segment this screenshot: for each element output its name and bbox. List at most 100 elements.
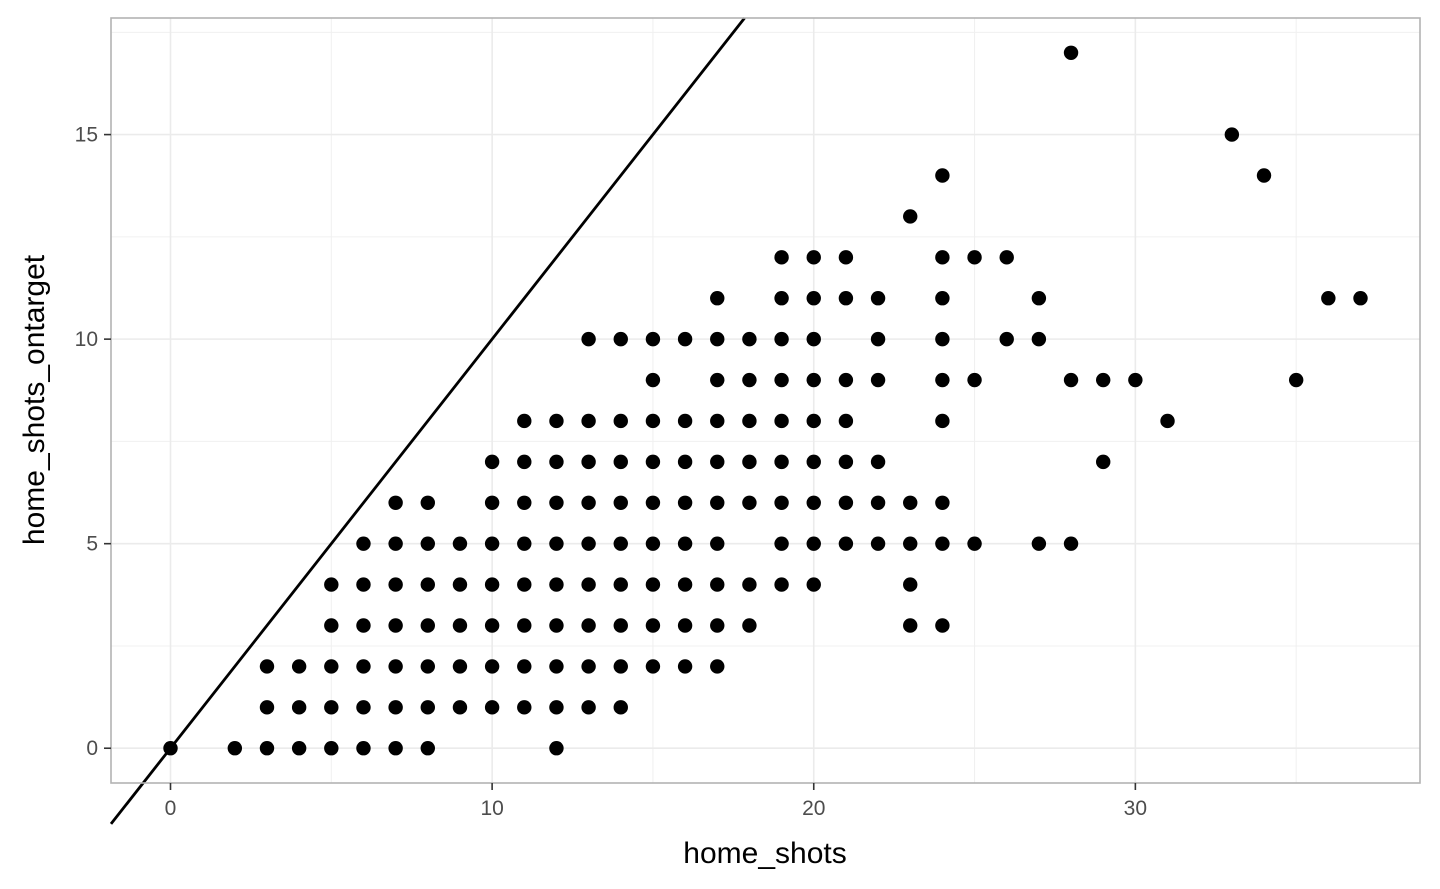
data-point [838, 250, 854, 265]
data-point [935, 291, 950, 306]
data-point [838, 495, 854, 510]
data-point [838, 413, 854, 429]
x-tick-label: 20 [802, 797, 825, 820]
data-point [613, 577, 628, 592]
data-point [774, 331, 789, 347]
grid-lines [111, 18, 1420, 783]
panel-border [110, 17, 1421, 784]
data-point [1288, 372, 1304, 388]
data-point [324, 618, 339, 633]
data-point [806, 372, 821, 388]
data-point [967, 250, 982, 265]
data-point [613, 618, 628, 633]
data-point [677, 413, 693, 429]
data-point [1353, 291, 1368, 306]
data-point [356, 618, 371, 633]
data-point [388, 536, 403, 551]
data-point [581, 618, 596, 633]
data-point [517, 495, 532, 510]
data-point [581, 659, 596, 674]
data-point [742, 413, 757, 429]
y-tick-label: 0 [86, 737, 98, 760]
data-point [838, 291, 854, 306]
data-point [806, 577, 821, 592]
data-point [227, 741, 243, 756]
data-point [967, 372, 982, 388]
data-point [870, 291, 886, 306]
data-point [806, 536, 821, 551]
data-point [903, 495, 918, 510]
data-point [710, 291, 725, 306]
data-point [645, 495, 661, 510]
data-point [613, 700, 628, 715]
data-point [613, 413, 628, 429]
data-point [774, 495, 789, 510]
data-point [613, 536, 628, 551]
x-tick-label: 0 [165, 797, 177, 820]
data-point [870, 372, 886, 388]
y-tick-label: 15 [75, 124, 98, 147]
data-point [388, 495, 403, 510]
data-point [677, 331, 693, 347]
data-point [517, 659, 532, 674]
data-point [420, 618, 435, 633]
data-point [806, 454, 821, 470]
data-point [517, 577, 532, 592]
data-point [1063, 45, 1079, 60]
data-point [1031, 331, 1047, 347]
data-point [935, 372, 950, 388]
data-point [935, 618, 950, 633]
data-point [774, 454, 789, 470]
data-point [388, 577, 403, 592]
data-point [388, 741, 403, 756]
data-point [742, 577, 757, 592]
data-point [291, 741, 307, 756]
data-point [452, 700, 468, 715]
data-point [1096, 372, 1111, 388]
axis-ticks: 0 10 20 30 0 5 10 15 [75, 124, 1147, 820]
data-point [838, 372, 854, 388]
data-point [742, 618, 757, 633]
data-point [324, 659, 339, 674]
data-point [903, 209, 918, 224]
data-point [645, 413, 661, 429]
reference-line [109, 17, 746, 825]
data-point [710, 454, 725, 470]
data-point [452, 536, 468, 551]
data-point [870, 454, 886, 470]
data-point [1063, 372, 1079, 388]
y-tick-label: 5 [86, 533, 98, 556]
data-point [645, 454, 661, 470]
data-point [806, 495, 821, 510]
data-point [420, 659, 435, 674]
data-point [549, 536, 564, 551]
data-point [838, 536, 854, 551]
data-point [291, 700, 307, 715]
data-point [356, 741, 371, 756]
data-point [581, 413, 596, 429]
data-point [645, 536, 661, 551]
data-point [935, 250, 950, 265]
data-point [356, 700, 371, 715]
data-point [935, 495, 950, 510]
data-point [259, 741, 275, 756]
data-point [452, 659, 468, 674]
data-point [259, 659, 275, 674]
data-point [677, 454, 693, 470]
plot-background [111, 18, 1420, 783]
data-point [549, 618, 564, 633]
data-point [999, 250, 1014, 265]
data-point [742, 454, 757, 470]
data-point [420, 536, 435, 551]
data-point [903, 618, 918, 633]
data-point [452, 618, 468, 633]
data-point [1224, 127, 1240, 142]
data-point [581, 331, 596, 347]
data-point [549, 741, 564, 756]
data-point [999, 331, 1014, 347]
data-point [613, 659, 628, 674]
data-point [967, 536, 982, 551]
data-point [324, 577, 339, 592]
data-point [742, 495, 757, 510]
data-point [710, 659, 725, 674]
